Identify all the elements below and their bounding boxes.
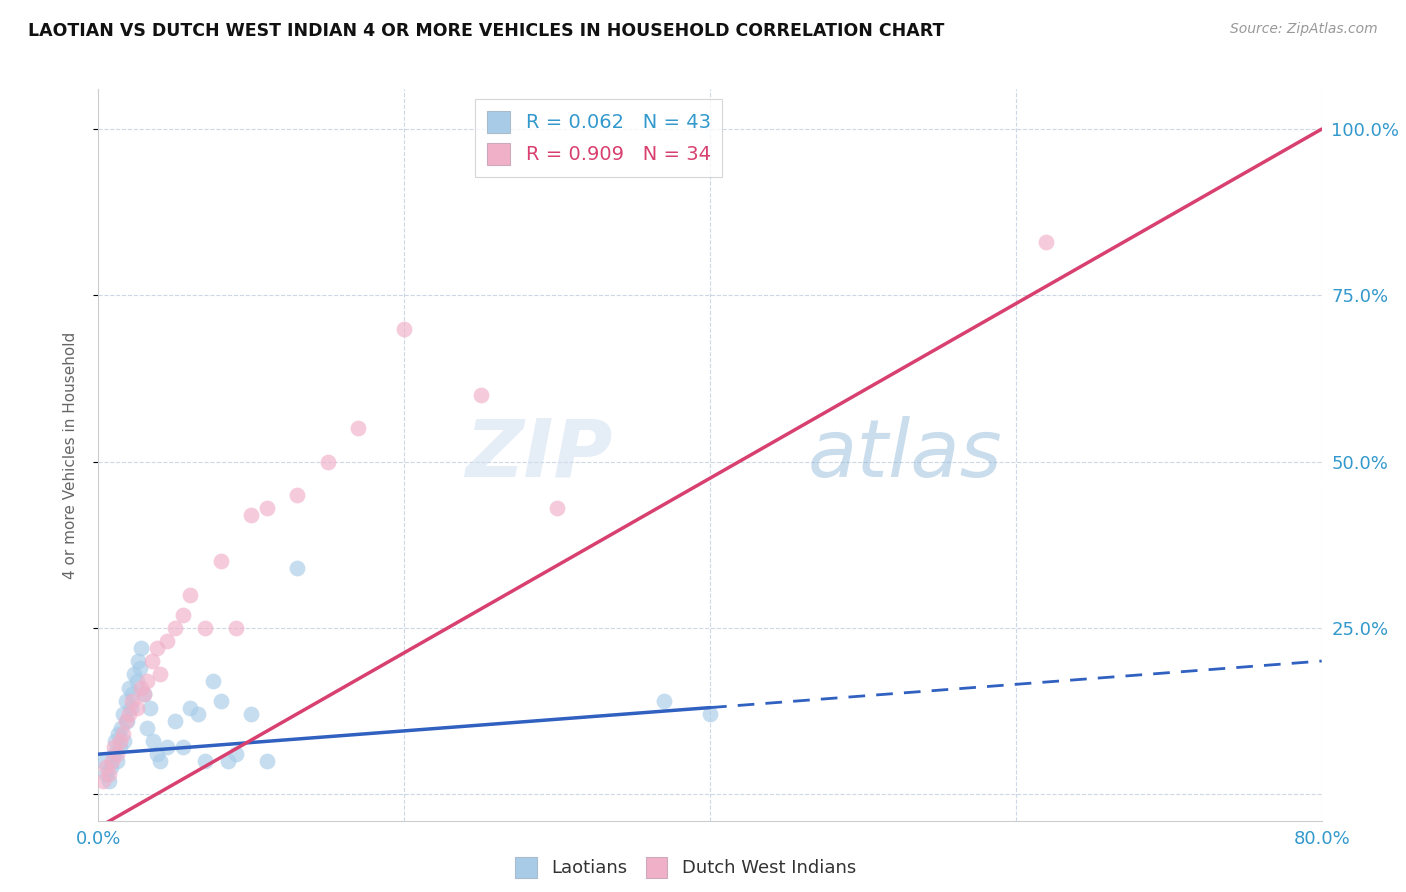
Point xyxy=(117,714,139,728)
Point xyxy=(105,754,128,768)
Point xyxy=(240,707,263,722)
Point xyxy=(347,421,370,435)
Point xyxy=(134,687,156,701)
Point xyxy=(172,740,194,755)
Point xyxy=(108,740,131,755)
Point xyxy=(225,621,247,635)
Point xyxy=(652,694,675,708)
Point xyxy=(156,634,179,648)
Point xyxy=(217,754,239,768)
Point xyxy=(285,561,308,575)
Text: Source: ZipAtlas.com: Source: ZipAtlas.com xyxy=(1230,22,1378,37)
Point xyxy=(145,747,167,761)
Point xyxy=(125,673,148,688)
Point xyxy=(103,747,125,761)
Y-axis label: 4 or more Vehicles in Household: 4 or more Vehicles in Household xyxy=(63,331,77,579)
Text: ZIP: ZIP xyxy=(465,416,612,494)
Point xyxy=(187,707,209,722)
Point xyxy=(108,734,131,748)
Point xyxy=(209,554,232,568)
Point xyxy=(111,707,134,722)
Point xyxy=(163,621,186,635)
Point xyxy=(98,767,121,781)
Point xyxy=(103,740,125,755)
Point xyxy=(149,754,172,768)
Point xyxy=(145,640,167,655)
Point xyxy=(1035,235,1057,249)
Point xyxy=(546,501,568,516)
Point xyxy=(699,707,721,722)
Point xyxy=(139,700,162,714)
Point xyxy=(100,760,122,774)
Point xyxy=(94,767,117,781)
Point xyxy=(118,681,141,695)
Point xyxy=(118,707,141,722)
Point xyxy=(127,654,149,668)
Point xyxy=(179,588,201,602)
Point xyxy=(122,667,145,681)
Point xyxy=(121,687,143,701)
Point xyxy=(128,661,150,675)
Point xyxy=(115,714,138,728)
Point xyxy=(107,727,129,741)
Point xyxy=(136,721,159,735)
Point xyxy=(110,721,132,735)
Point xyxy=(129,681,152,695)
Point xyxy=(98,773,121,788)
Point xyxy=(470,388,492,402)
Point xyxy=(172,607,194,622)
Point xyxy=(194,754,217,768)
Point xyxy=(240,508,263,522)
Text: atlas: atlas xyxy=(808,416,1002,494)
Point xyxy=(94,760,117,774)
Point xyxy=(115,694,138,708)
Point xyxy=(112,734,135,748)
Point xyxy=(142,734,165,748)
Point xyxy=(121,694,143,708)
Point xyxy=(156,740,179,755)
Legend: Laotians, Dutch West Indians: Laotians, Dutch West Indians xyxy=(508,849,863,885)
Point xyxy=(129,640,152,655)
Point xyxy=(163,714,186,728)
Point xyxy=(285,488,308,502)
Point xyxy=(225,747,247,761)
Point xyxy=(91,754,114,768)
Point xyxy=(105,747,128,761)
Point xyxy=(101,754,124,768)
Point xyxy=(91,773,114,788)
Point xyxy=(194,621,217,635)
Point xyxy=(202,673,225,688)
Point xyxy=(392,321,416,335)
Point xyxy=(149,667,172,681)
Point xyxy=(136,673,159,688)
Point xyxy=(104,734,127,748)
Point xyxy=(120,700,142,714)
Text: LAOTIAN VS DUTCH WEST INDIAN 4 OR MORE VEHICLES IN HOUSEHOLD CORRELATION CHART: LAOTIAN VS DUTCH WEST INDIAN 4 OR MORE V… xyxy=(28,22,945,40)
Point xyxy=(179,700,201,714)
Point xyxy=(111,727,134,741)
Point xyxy=(256,501,278,516)
Point xyxy=(209,694,232,708)
Point xyxy=(141,654,163,668)
Point xyxy=(134,687,156,701)
Point xyxy=(256,754,278,768)
Point xyxy=(125,700,148,714)
Point xyxy=(316,454,339,468)
